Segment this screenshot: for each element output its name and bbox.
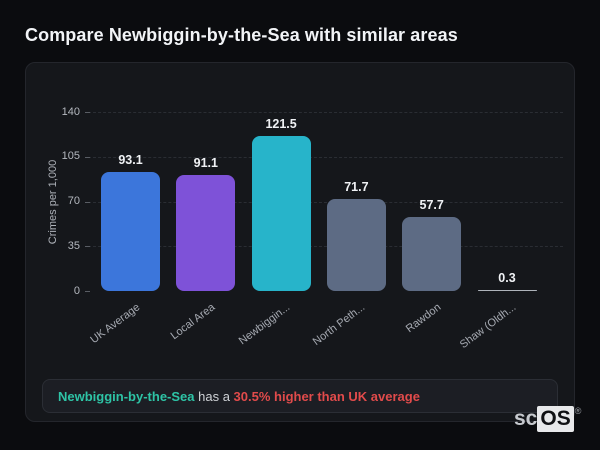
y-tick-label: 105 [61, 150, 80, 163]
insight-stat-text: 30.5% higher than UK average [233, 388, 420, 404]
insight-connector-text: has a [194, 388, 234, 404]
y-tick-mark [85, 246, 90, 248]
bar[interactable] [402, 217, 462, 291]
insight-area-name: Newbiggin-by-the-Sea [58, 388, 195, 404]
bar-value-label: 71.7 [344, 180, 369, 195]
chart-card: Crimes per 1,000 0 35 70 105 140 93.1 UK Avera… [25, 62, 575, 422]
gridline [88, 246, 563, 248]
gridline [88, 156, 563, 158]
scos-logo-suffix: OS [537, 406, 574, 432]
bar[interactable] [326, 199, 386, 291]
bar-value-label: 121.5 [265, 116, 297, 131]
y-tick-mark [85, 291, 90, 292]
y-tick-mark [85, 112, 90, 113]
registered-trademark-icon: ® [574, 406, 582, 416]
scos-logo: sc OS ® [514, 406, 581, 432]
bar-value-label: 0.3 [498, 270, 516, 285]
bar[interactable] [251, 135, 311, 291]
gridline [88, 201, 563, 203]
bar-value-label: 93.1 [118, 152, 143, 167]
y-tick-label: 70 [67, 195, 80, 207]
y-tick-mark [85, 156, 90, 158]
bar-value-label: 91.1 [193, 155, 218, 170]
gridline [88, 112, 563, 113]
y-tick-label: 140 [61, 105, 80, 118]
bar[interactable] [176, 174, 236, 291]
bar-chart: Crimes per 1,000 0 35 70 105 140 93.1 UK Avera… [26, 63, 574, 421]
bar-value-label: 57.7 [419, 198, 444, 213]
page-title: Compare Newbiggin-by-the-Sea with simila… [25, 25, 458, 45]
y-tick-mark [85, 201, 90, 203]
bar[interactable] [477, 289, 537, 291]
y-tick-label: 0 [73, 284, 80, 297]
y-tick-label: 35 [67, 239, 80, 252]
insight-note: Newbiggin-by-the-Sea has a 30.5% higher … [42, 379, 558, 413]
bar[interactable] [101, 171, 160, 291]
scos-logo-prefix: sc [514, 407, 538, 430]
